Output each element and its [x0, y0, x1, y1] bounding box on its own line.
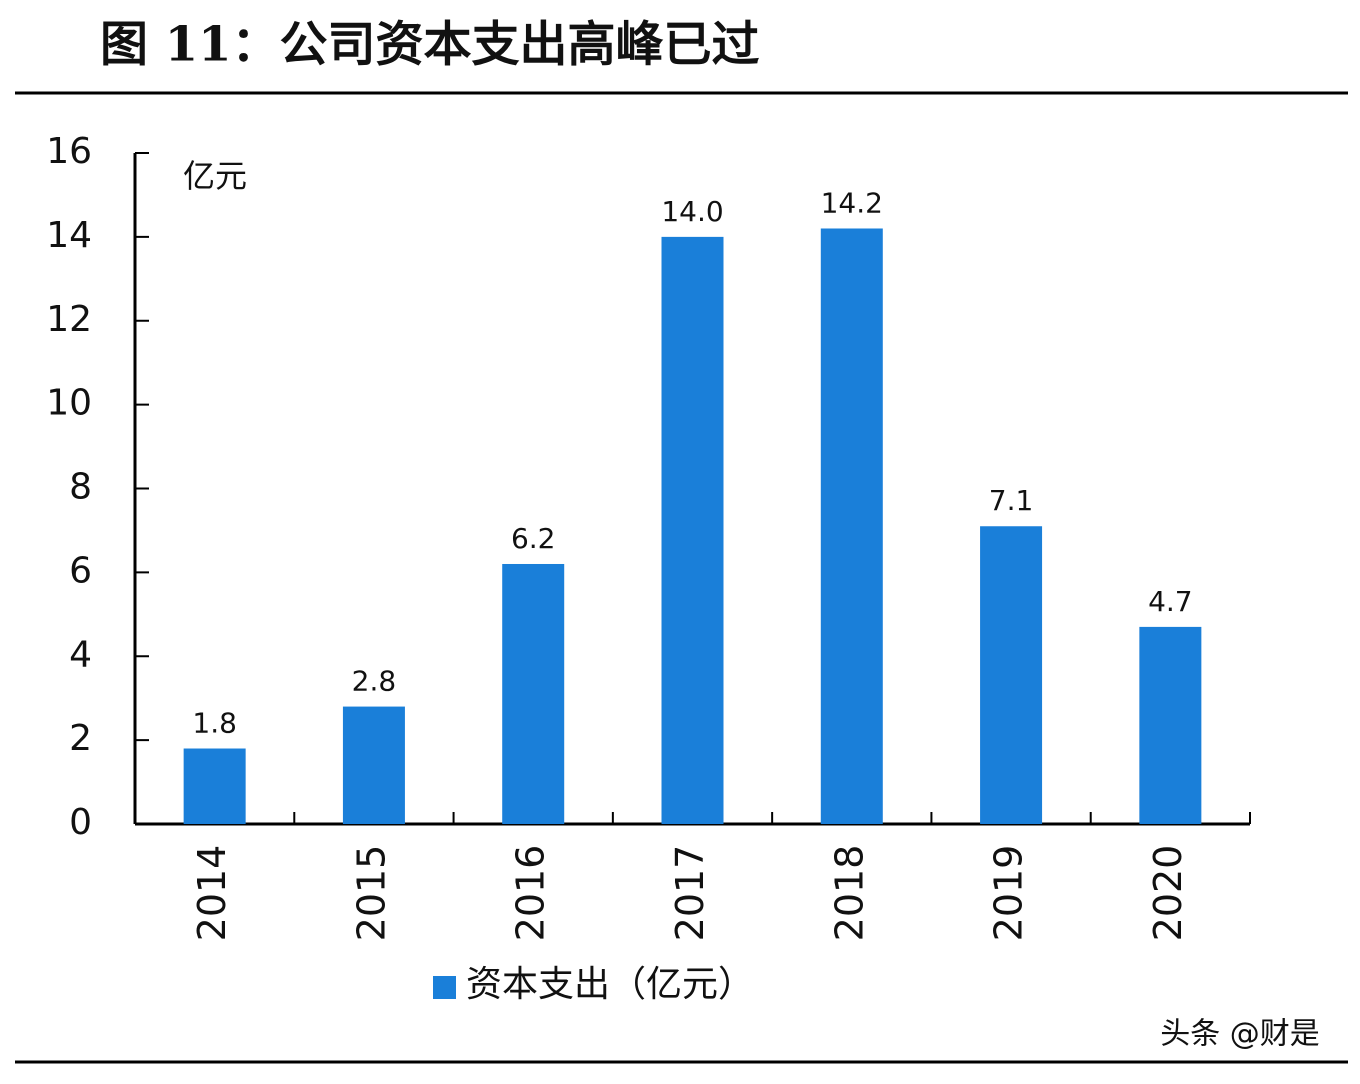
y-tick-label: 4 [69, 634, 92, 675]
legend-label: 资本支出（亿元） [466, 964, 754, 1005]
y-tick-label: 6 [69, 550, 92, 591]
x-tick-label: 2017 [668, 845, 712, 942]
chart-title: 图 11：公司资本支出高峰已过 [100, 17, 760, 73]
y-tick-label: 14 [46, 215, 92, 256]
watermark: 头条 @财是 [1160, 1017, 1320, 1052]
value-label: 1.8 [192, 707, 237, 740]
x-tick-label: 2019 [987, 845, 1031, 942]
value-label: 2.8 [352, 665, 397, 698]
bar [980, 526, 1043, 824]
legend-swatch [433, 976, 456, 999]
x-tick-label: 2015 [349, 845, 393, 942]
y-tick-label: 12 [46, 299, 92, 340]
bar [183, 748, 246, 824]
bar [502, 563, 565, 824]
x-tick-label: 2016 [509, 845, 553, 942]
bar [661, 236, 724, 824]
y-tick-label: 2 [69, 718, 92, 759]
y-tick-label: 8 [69, 467, 92, 508]
value-label: 7.1 [989, 484, 1034, 517]
bar [820, 228, 883, 825]
y-tick-label: 0 [69, 802, 92, 843]
y-tick-label: 16 [46, 131, 92, 172]
y-tick-label: 10 [46, 383, 92, 424]
x-tick-label: 2020 [1146, 845, 1190, 942]
bar [342, 706, 405, 824]
value-label: 14.0 [661, 195, 723, 228]
x-tick-label: 2018 [827, 845, 871, 942]
value-label: 6.2 [511, 522, 556, 555]
bar [1139, 626, 1202, 824]
unit-label: 亿元 [183, 157, 247, 195]
value-label: 4.7 [1148, 585, 1193, 618]
x-tick-label: 2014 [190, 845, 234, 942]
value-label: 14.2 [821, 186, 883, 219]
